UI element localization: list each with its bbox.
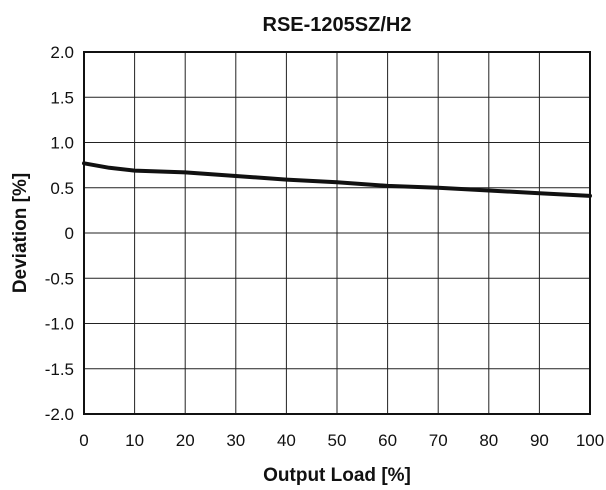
y-tick-label: 0	[65, 224, 74, 243]
x-tick-label: 50	[328, 431, 347, 450]
x-tick-label: 0	[79, 431, 88, 450]
x-tick-label: 40	[277, 431, 296, 450]
y-tick-label: -0.5	[45, 269, 74, 288]
series-layer	[82, 161, 592, 198]
x-axis-label: Output Load [%]	[263, 465, 411, 486]
x-tick-label: 60	[378, 431, 397, 450]
plot-frame	[83, 51, 591, 415]
deviation-line	[82, 161, 592, 198]
x-tick-label: 70	[429, 431, 448, 450]
x-tick-label: 20	[176, 431, 195, 450]
x-tick-label: 90	[530, 431, 549, 450]
x-tick-label: 30	[226, 431, 245, 450]
y-tick-label: 1.5	[50, 88, 74, 107]
x-tick-label: 10	[125, 431, 144, 450]
y-tick-label: -1.5	[45, 360, 74, 379]
y-tick-label: 2.0	[50, 43, 74, 62]
y-tick-labels: 2.0 1.5 1.0 0.5 0 -0.5 -1.0 -1.5 -2.0	[45, 43, 74, 424]
x-tick-label: 80	[479, 431, 498, 450]
x-tick-label: 100	[576, 431, 604, 450]
y-tick-label: 1.0	[50, 134, 74, 153]
y-axis-label: Deviation [%]	[10, 173, 31, 293]
y-tick-label: 0.5	[50, 179, 74, 198]
grid	[84, 52, 590, 414]
x-tick-labels: 0 10 20 30 40 50 60 70 80 90 100	[79, 431, 604, 450]
y-tick-label: -1.0	[45, 315, 74, 334]
y-tick-label: -2.0	[45, 405, 74, 424]
chart-title: RSE-1205SZ/H2	[263, 14, 412, 36]
